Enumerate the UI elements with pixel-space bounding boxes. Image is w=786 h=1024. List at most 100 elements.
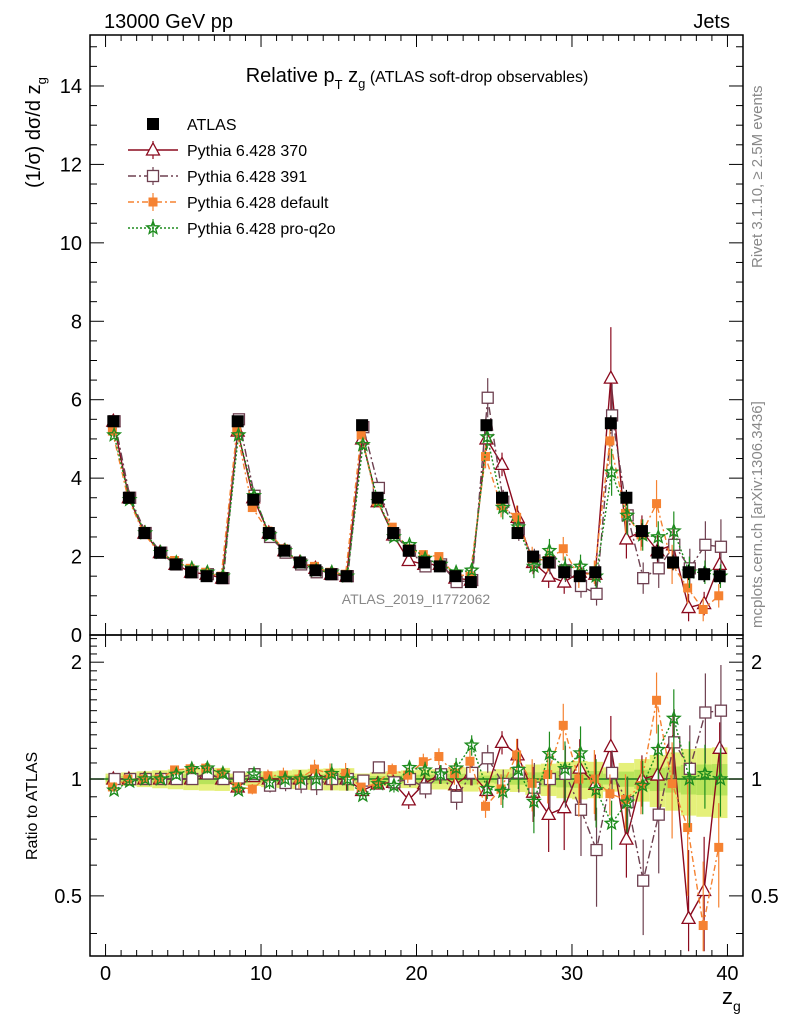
data-point bbox=[572, 557, 589, 574]
y-tick-label: 10 bbox=[60, 233, 82, 255]
ratio-point bbox=[665, 709, 682, 726]
data-point bbox=[106, 426, 123, 442]
data-point bbox=[651, 546, 664, 559]
data-point bbox=[556, 573, 572, 588]
y-tick-label: 12 bbox=[60, 154, 82, 176]
x-tick-label: 0 bbox=[100, 963, 111, 985]
ratio-point bbox=[263, 771, 273, 781]
title-rest: (ATLAS soft-drop observables) bbox=[365, 69, 588, 86]
data-point bbox=[650, 528, 667, 544]
ratio-point bbox=[419, 782, 432, 795]
ratio-point bbox=[245, 765, 262, 782]
ratio-y-tick-label-right: 2 bbox=[751, 652, 762, 674]
data-point bbox=[169, 558, 182, 571]
data-point bbox=[713, 570, 726, 583]
ratio-point bbox=[588, 781, 605, 797]
ratio-point bbox=[698, 921, 708, 931]
ratio-point bbox=[649, 766, 666, 781]
data-point bbox=[387, 527, 400, 540]
ratio-point bbox=[292, 770, 309, 786]
ratio-point bbox=[558, 720, 568, 730]
legend-item: Pythia 6.428 pro-q2o bbox=[128, 219, 336, 238]
series-line bbox=[112, 378, 721, 609]
title-main: Relative p bbox=[246, 65, 335, 87]
data-point bbox=[185, 566, 198, 579]
data-point bbox=[652, 499, 662, 509]
x-axis-label: zg bbox=[722, 984, 741, 1014]
ratio-point bbox=[121, 773, 138, 789]
ratio-point bbox=[325, 769, 335, 779]
y-tick-label: 4 bbox=[71, 468, 82, 490]
data-point bbox=[712, 556, 728, 571]
data-point bbox=[418, 556, 431, 569]
data-point bbox=[231, 415, 244, 428]
data-point bbox=[402, 544, 415, 557]
ratio-point bbox=[683, 823, 693, 833]
ratio-point bbox=[152, 770, 169, 786]
rivet-version-label: Rivet 3.1.10, ≥ 2.5M events bbox=[749, 86, 766, 269]
data-point bbox=[340, 570, 353, 583]
ratio-point bbox=[479, 780, 496, 796]
data-point bbox=[464, 576, 477, 589]
data-point bbox=[278, 544, 291, 557]
data-point bbox=[247, 493, 260, 506]
data-point bbox=[635, 525, 648, 538]
data-point bbox=[618, 530, 634, 545]
ratio-point bbox=[681, 770, 698, 786]
ratio-y-tick-label-right: 1 bbox=[751, 769, 762, 791]
ratio-point bbox=[401, 791, 417, 806]
legend-item: Pythia 6.428 391 bbox=[128, 167, 307, 186]
data-point bbox=[293, 556, 306, 569]
legend-marker bbox=[148, 197, 158, 207]
ratio-point bbox=[215, 764, 231, 781]
ratio-point bbox=[680, 910, 697, 925]
y-tick-label: 2 bbox=[71, 547, 82, 569]
ratio-point bbox=[339, 770, 356, 786]
data-point bbox=[479, 428, 496, 444]
data-point bbox=[356, 430, 366, 440]
ratio-y-tick-label-right: 0.5 bbox=[751, 886, 779, 908]
ratio-point bbox=[310, 764, 320, 774]
ratio-point bbox=[463, 736, 480, 753]
data-point bbox=[512, 512, 522, 522]
y-axis-label: (1/σ) dσ/d zg bbox=[23, 77, 49, 188]
legend-label: Pythia 6.428 default bbox=[187, 195, 329, 212]
ratio-point bbox=[323, 765, 340, 781]
data-point bbox=[354, 436, 371, 452]
data-point bbox=[541, 542, 558, 558]
ratio-point bbox=[527, 778, 537, 788]
ratio-series-layer bbox=[105, 665, 729, 952]
ratio-point bbox=[543, 770, 553, 780]
ratio-point bbox=[448, 759, 465, 775]
data-point bbox=[309, 564, 322, 577]
ratio-point bbox=[434, 752, 444, 762]
y-tick-label: 14 bbox=[60, 76, 82, 98]
series-pythia-6-428-370 bbox=[105, 327, 728, 622]
ratio-point bbox=[418, 757, 428, 767]
ratio-point bbox=[712, 739, 728, 754]
series-atlas bbox=[107, 415, 726, 589]
data-point bbox=[153, 546, 166, 559]
data-point bbox=[603, 463, 620, 480]
ratio-series-pythia-6-428-370 bbox=[105, 715, 728, 952]
x-tick-label: 20 bbox=[405, 963, 427, 985]
data-point bbox=[589, 566, 602, 579]
ratio-point bbox=[447, 776, 463, 791]
data-point bbox=[682, 566, 695, 579]
data-point bbox=[401, 552, 417, 567]
ratio-point bbox=[714, 704, 728, 717]
data-point bbox=[481, 391, 494, 404]
x-tick-label: 30 bbox=[561, 963, 583, 985]
data-point bbox=[714, 540, 728, 553]
ratio-point bbox=[525, 793, 542, 809]
ratio-point bbox=[557, 760, 574, 776]
data-point bbox=[542, 556, 555, 569]
ratio-point bbox=[183, 760, 200, 776]
ratio-point bbox=[712, 770, 729, 786]
data-point bbox=[356, 419, 369, 432]
ratio-point bbox=[341, 769, 351, 779]
ratio-series-pythia-6-428-default bbox=[107, 672, 724, 952]
ratio-point bbox=[652, 695, 662, 705]
top-left-label: 13000 GeV pp bbox=[104, 11, 233, 33]
ratio-point bbox=[450, 790, 463, 803]
